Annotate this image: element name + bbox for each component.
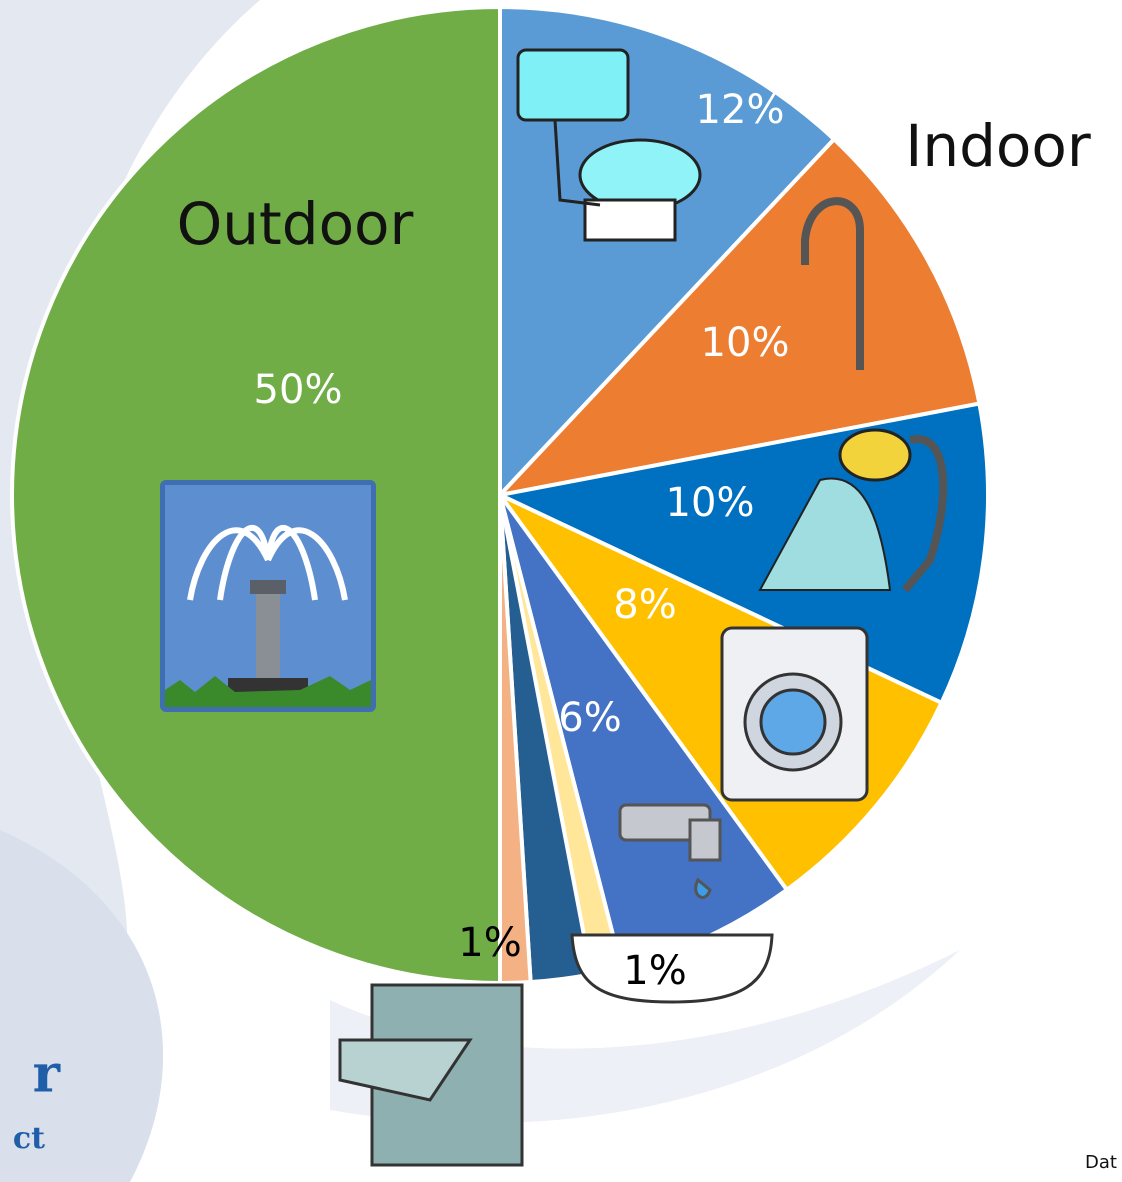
dishwasher-icon bbox=[338, 983, 524, 1167]
tap-icon bbox=[618, 803, 722, 899]
bathtub-icon bbox=[570, 933, 774, 1004]
annotation: Dat bbox=[1085, 1152, 1117, 1173]
data-label: 12% bbox=[696, 87, 785, 133]
logo-text: r bbox=[33, 1044, 61, 1105]
toilet-icon bbox=[516, 48, 702, 242]
data-label: 8% bbox=[613, 582, 676, 628]
shower-icon bbox=[758, 428, 948, 593]
annotation: Outdoor bbox=[177, 190, 414, 258]
data-label: 50% bbox=[254, 367, 343, 413]
annotation: Indoor bbox=[905, 112, 1091, 180]
data-label: 1% bbox=[458, 920, 521, 966]
data-label: 1% bbox=[623, 948, 686, 994]
labels: 12% 10% 10% 8% 6% 1% 1% 50% Outdoor Indoor Dat r ct bbox=[13, 87, 1117, 1173]
data-label: 10% bbox=[666, 480, 755, 526]
logo-text: ct bbox=[13, 1121, 45, 1156]
sprinkler-icon bbox=[160, 480, 376, 712]
data-label: 10% bbox=[701, 320, 790, 366]
faucet-icon bbox=[801, 197, 864, 370]
washer-icon bbox=[720, 626, 869, 802]
data-label: 6% bbox=[558, 695, 621, 741]
icons bbox=[160, 48, 948, 1167]
pie-slice bbox=[498, 5, 837, 497]
